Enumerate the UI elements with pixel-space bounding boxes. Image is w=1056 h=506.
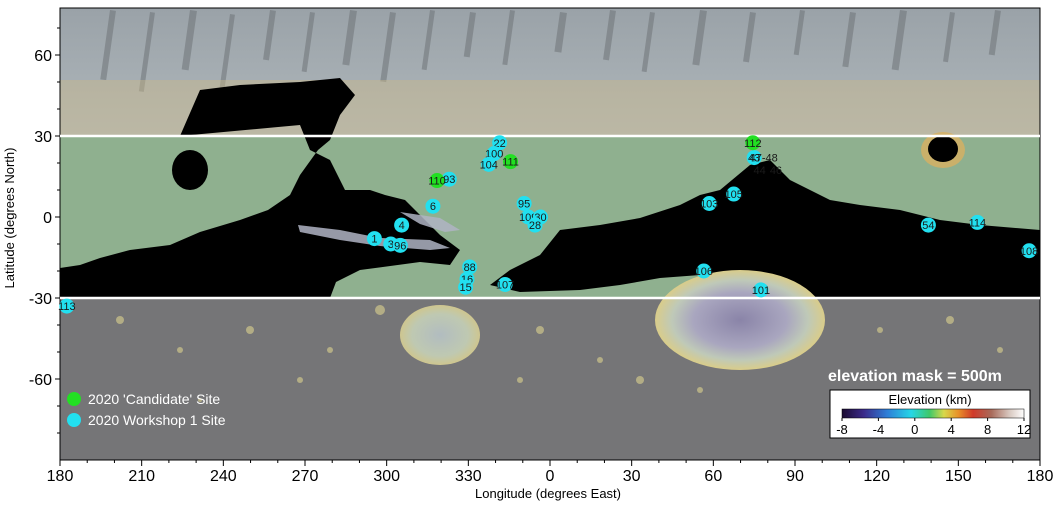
workshop-site-marker[interactable] [392, 237, 408, 253]
colorbar-tick-label: 12 [1017, 422, 1031, 437]
candidate-site-label: 112 [744, 138, 762, 150]
workshop-site-marker[interactable] [527, 217, 543, 233]
workshop-site-label: 28 [529, 220, 541, 232]
site-markers: 22100104939510930286413968816151074347-4… [58, 135, 1038, 314]
workshop-site-label: 96 [394, 240, 406, 252]
y-tick-label: 30 [34, 129, 52, 146]
x-axis-label: Longitude (degrees East) [475, 486, 621, 501]
workshop-legend-marker [67, 413, 81, 427]
colorbar-tick-label: 4 [948, 422, 955, 437]
y-tick-label: 60 [34, 48, 52, 65]
x-tick-label: 60 [704, 468, 722, 485]
colorbar-tick-label: -8 [836, 422, 848, 437]
colorbar-ticks: -8 -4 0 4 8 12 [836, 418, 1031, 437]
workshop-site-marker[interactable] [462, 259, 478, 275]
colorbar-tick-label: 0 [911, 422, 918, 437]
workshop-site-label: 93 [443, 174, 455, 186]
workshop-site-marker[interactable] [726, 186, 742, 202]
workshop-site-label: 3 [388, 239, 394, 251]
workshop-site-label: 47-48 [750, 153, 778, 165]
workshop-site-label: 103 [700, 199, 718, 211]
workshop-site-label: 54 [922, 220, 934, 232]
colorbar-tick-label: 8 [984, 422, 991, 437]
workshop-site-label: 107 [496, 280, 514, 292]
workshop-site-marker[interactable] [59, 298, 75, 314]
x-tick-label: 240 [210, 468, 237, 485]
colorbar-title: Elevation (km) [888, 392, 971, 407]
workshop-site-label: 101 [752, 285, 770, 297]
workshop-site-marker[interactable] [497, 277, 513, 292]
x-tick-label: 0 [546, 468, 555, 485]
elevation-colorbar: Elevation (km) -8 -4 0 4 8 12 [829, 389, 1031, 439]
workshop-site-marker[interactable] [516, 196, 532, 211]
colorbar-tick-label: -4 [873, 422, 885, 437]
workshop-site-label: 46 [770, 165, 782, 177]
workshop-site-label: 108 [1020, 246, 1038, 258]
y-axis-label: Latitude (degrees North) [2, 148, 17, 289]
y-tick-label: 0 [43, 210, 52, 227]
candidate-site-marker[interactable] [745, 135, 761, 151]
candidate-site-label: 111 [502, 157, 519, 169]
workshop-legend-label: 2020 Workshop 1 Site [88, 412, 226, 428]
workshop-site-marker[interactable] [701, 196, 717, 211]
map-background [60, 8, 1040, 460]
candidate-site-label: 110 [428, 176, 446, 188]
workshop-site-label: 1 [371, 234, 377, 246]
x-tick-label: 330 [455, 468, 482, 485]
x-tick-label: 30 [623, 468, 641, 485]
x-tick-label: 180 [47, 468, 74, 485]
workshop-site-label: 15 [459, 282, 471, 294]
workshop-site-label: 114 [969, 217, 987, 229]
site-legend: 2020 'Candidate' Site 2020 Workshop 1 Si… [67, 391, 226, 428]
x-axis: 180 210 240 270 300 330 0 30 60 90 120 150 180 [47, 460, 1054, 485]
colorbar-gradient [841, 408, 1025, 419]
workshop-site-label: 6 [430, 201, 436, 213]
x-tick-label: 180 [1027, 468, 1054, 485]
x-tick-label: 90 [786, 468, 804, 485]
x-tick-label: 150 [945, 468, 972, 485]
workshop-site-label: 88 [464, 262, 476, 274]
workshop-site-marker[interactable] [425, 198, 441, 214]
workshop-site-marker[interactable] [746, 150, 762, 166]
y-tick-label: -60 [29, 372, 52, 389]
workshop-site-marker[interactable] [441, 171, 457, 187]
y-axis: 60 30 0 -30 -60 [29, 27, 60, 434]
candidate-legend-label: 2020 'Candidate' Site [88, 391, 220, 407]
x-tick-label: 120 [863, 468, 890, 485]
workshop-site-marker[interactable] [969, 214, 985, 230]
candidate-site-marker[interactable] [503, 154, 519, 170]
workshop-site-label: 105 [725, 189, 743, 201]
workshop-site-marker[interactable] [394, 217, 410, 233]
workshop-site-label: 113 [58, 301, 76, 313]
workshop-site-label: 43 [748, 153, 760, 165]
candidate-site-marker[interactable] [429, 173, 445, 189]
workshop-site-marker[interactable] [366, 231, 382, 247]
x-tick-label: 210 [128, 468, 155, 485]
x-tick-label: 300 [373, 468, 400, 485]
workshop-site-marker[interactable] [1021, 243, 1037, 259]
workshop-site-label: 106 [695, 266, 713, 278]
elevation-mask-label: elevation mask = 500m [828, 368, 1002, 385]
workshop-site-marker[interactable] [753, 282, 769, 298]
y-tick-label: -30 [29, 291, 52, 308]
workshop-site-label: 95 [518, 199, 530, 211]
workshop-site-marker[interactable] [481, 156, 497, 172]
workshop-site-label: 104 [480, 159, 498, 171]
workshop-site-marker[interactable] [696, 263, 712, 279]
workshop-site-marker[interactable] [920, 217, 936, 233]
workshop-site-label: 4 [399, 220, 405, 232]
workshop-site-marker[interactable] [458, 279, 474, 295]
candidate-legend-marker [67, 392, 81, 406]
x-tick-label: 270 [292, 468, 319, 485]
workshop-site-label: 44 [753, 165, 765, 177]
